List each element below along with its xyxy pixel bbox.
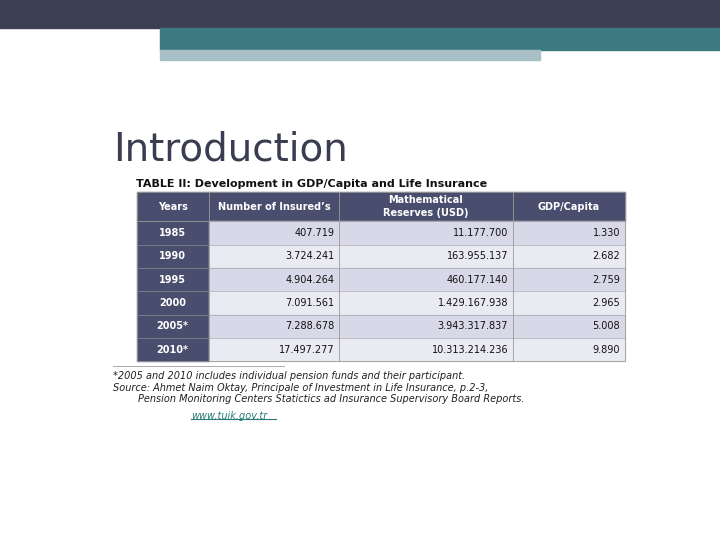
Bar <box>339 192 513 221</box>
Bar <box>339 315 513 338</box>
Bar <box>137 221 209 245</box>
Text: 7.288.678: 7.288.678 <box>286 321 335 332</box>
Text: 4.904.264: 4.904.264 <box>286 275 335 285</box>
Bar <box>137 338 209 361</box>
Bar <box>513 292 625 315</box>
Bar <box>339 221 513 245</box>
Text: 17.497.277: 17.497.277 <box>279 345 335 355</box>
Text: 2000: 2000 <box>159 298 186 308</box>
Text: *2005 and 2010 includes individual pension funds and their participant.: *2005 and 2010 includes individual pensi… <box>113 372 466 381</box>
Bar <box>137 268 209 292</box>
Bar <box>209 338 339 361</box>
Text: 1995: 1995 <box>159 275 186 285</box>
Text: 1990: 1990 <box>159 252 186 261</box>
Text: 3.724.241: 3.724.241 <box>286 252 335 261</box>
Bar <box>339 268 513 292</box>
Bar <box>209 268 339 292</box>
Bar <box>209 245 339 268</box>
Bar <box>339 338 513 361</box>
Text: 407.719: 407.719 <box>294 228 335 238</box>
Text: Years: Years <box>158 201 187 212</box>
Text: 2005*: 2005* <box>156 321 189 332</box>
Text: 1.330: 1.330 <box>593 228 621 238</box>
Bar <box>513 221 625 245</box>
Bar <box>339 245 513 268</box>
Bar <box>513 338 625 361</box>
Text: TABLE II: Development in GDP/Capita and Life Insurance: TABLE II: Development in GDP/Capita and … <box>137 179 487 189</box>
Text: 5.008: 5.008 <box>593 321 621 332</box>
Bar <box>209 292 339 315</box>
Text: 1.429.167.938: 1.429.167.938 <box>438 298 508 308</box>
Text: Mathematical
Reserves (USD): Mathematical Reserves (USD) <box>383 195 469 218</box>
Bar <box>513 315 625 338</box>
Text: 9.890: 9.890 <box>593 345 621 355</box>
Text: 163.955.137: 163.955.137 <box>446 252 508 261</box>
Text: 460.177.140: 460.177.140 <box>447 275 508 285</box>
Text: 1985: 1985 <box>159 228 186 238</box>
Text: 11.177.700: 11.177.700 <box>453 228 508 238</box>
Text: Source: Ahmet Naim Oktay, Principale of Investment in Life Insurance, p.2-3,: Source: Ahmet Naim Oktay, Principale of … <box>113 383 489 393</box>
Bar <box>209 192 339 221</box>
Bar <box>513 192 625 221</box>
Bar <box>137 315 209 338</box>
Text: 10.313.214.236: 10.313.214.236 <box>431 345 508 355</box>
Text: 7.091.561: 7.091.561 <box>286 298 335 308</box>
Text: www.tuik.gov.tr: www.tuik.gov.tr <box>191 411 267 421</box>
Text: GDP/Capita: GDP/Capita <box>538 201 600 212</box>
Text: Number of Insured’s: Number of Insured’s <box>217 201 330 212</box>
Text: Pension Monitoring Centers Statictics ad Insurance Supervisory Board Reports.: Pension Monitoring Centers Statictics ad… <box>113 394 525 404</box>
Text: 2.759: 2.759 <box>593 275 621 285</box>
Text: 2.682: 2.682 <box>593 252 621 261</box>
Bar <box>209 315 339 338</box>
Bar <box>137 192 209 221</box>
Bar <box>339 292 513 315</box>
Bar <box>513 268 625 292</box>
Text: 2.965: 2.965 <box>593 298 621 308</box>
Text: Introduction: Introduction <box>113 130 348 168</box>
Bar <box>513 245 625 268</box>
Text: 2010*: 2010* <box>156 345 189 355</box>
Text: 3.943.317.837: 3.943.317.837 <box>438 321 508 332</box>
Bar <box>137 245 209 268</box>
Bar <box>137 292 209 315</box>
Bar <box>209 221 339 245</box>
